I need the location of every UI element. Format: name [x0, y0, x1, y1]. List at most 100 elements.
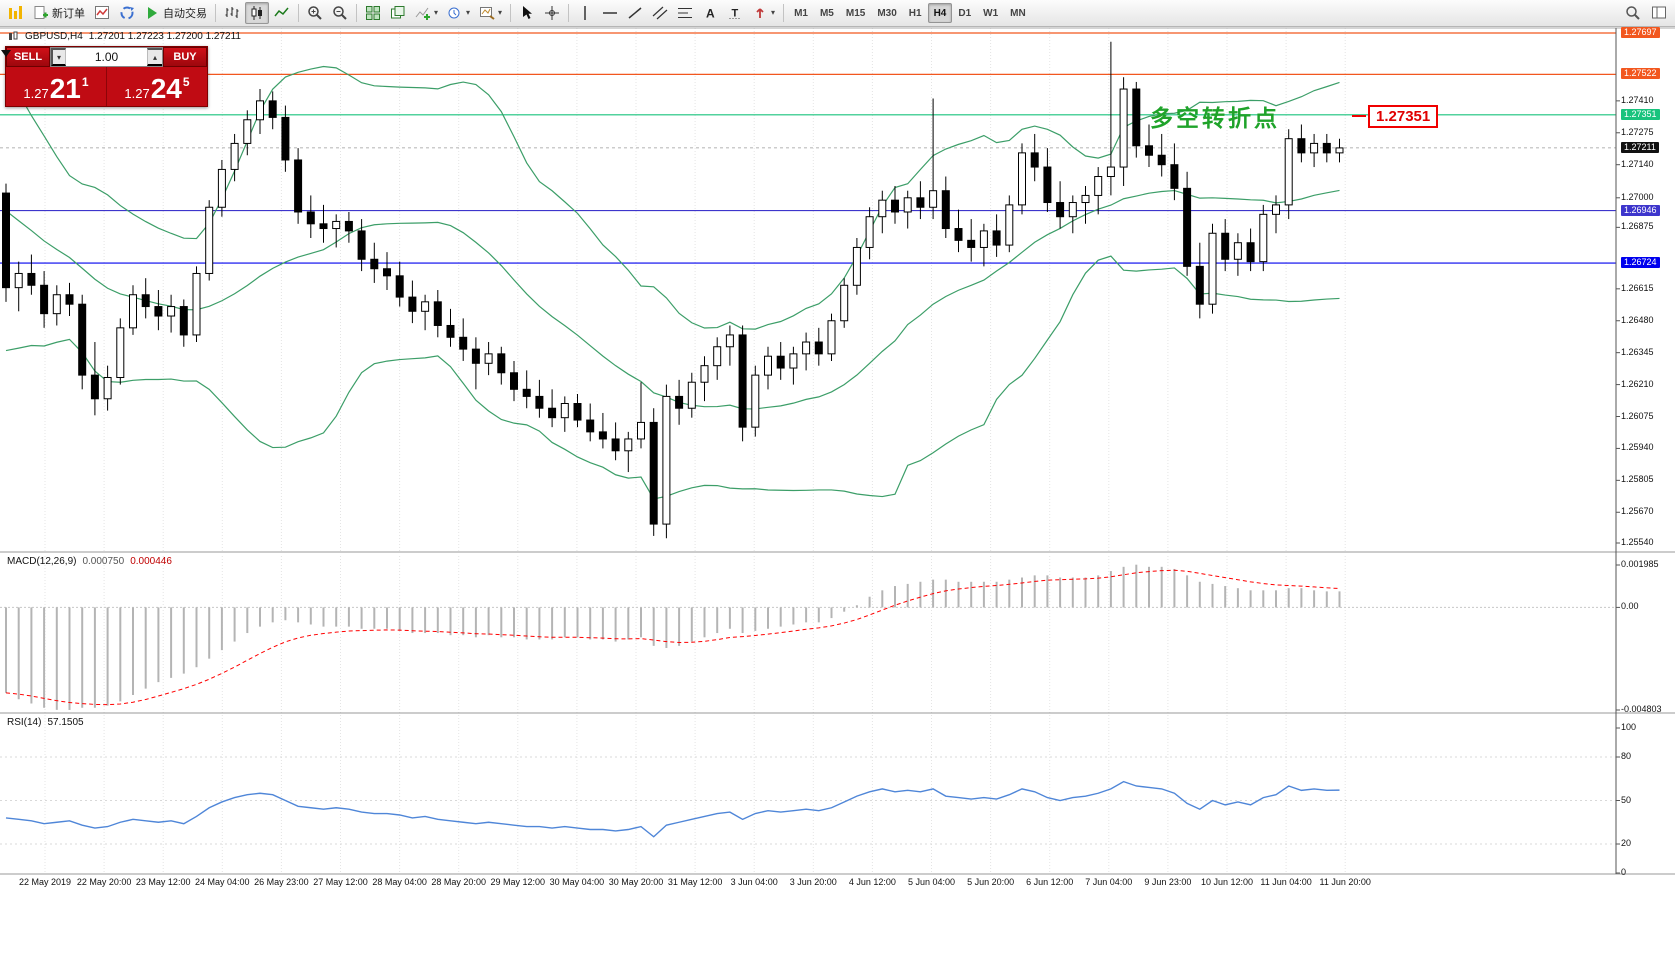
toolbar-separator	[298, 4, 299, 22]
timeframe-h1-button[interactable]: H1	[903, 3, 928, 23]
dropdown-caret-icon: ▾	[498, 8, 503, 17]
axis-label: 0.001985	[1621, 559, 1659, 569]
zoom-out-button[interactable]	[328, 2, 352, 24]
price-callout-box[interactable]: 1.27351	[1368, 105, 1439, 128]
turning-point-annotation[interactable]: 多空转折点	[1150, 105, 1280, 131]
axis-label: 1.25670	[1621, 506, 1654, 517]
refresh-button[interactable]	[115, 2, 139, 24]
main-toolbar: 新订单 自动交易 ▾ ▾ ▾	[0, 0, 1675, 27]
axis-label: 1.25940	[1621, 442, 1654, 453]
periods-dropdown-button[interactable]: ▾	[443, 2, 474, 24]
axis-label: 1.27000	[1621, 191, 1654, 202]
dropdown-caret-icon: ▾	[434, 8, 439, 17]
cascade-windows-button[interactable]	[386, 2, 410, 24]
crosshair-button[interactable]	[540, 2, 564, 24]
ask-prefix: 1.27	[124, 86, 150, 101]
price-axis-tag: 1.27211	[1621, 141, 1659, 153]
arrows-tool-button[interactable]: ▾	[748, 2, 779, 24]
tile-windows-icon	[366, 6, 380, 20]
new-order-button[interactable]: 新订单	[29, 2, 89, 24]
channel-tool-button[interactable]	[648, 2, 672, 24]
time-axis-label: 26 May 23:00	[254, 877, 309, 887]
channel-icon	[652, 6, 668, 20]
zoom-in-button[interactable]	[303, 2, 327, 24]
axis-label: 1.26210	[1621, 378, 1654, 389]
bar-chart-button[interactable]	[220, 2, 244, 24]
toolbar-separator	[510, 4, 512, 22]
time-axis-label: 30 May 20:00	[608, 877, 664, 887]
trendline-tool-button[interactable]	[623, 2, 647, 24]
horizontal-line-tool-button[interactable]	[598, 2, 622, 24]
time-axis-label: 30 May 04:00	[549, 877, 605, 887]
line-chart-icon	[274, 7, 289, 17]
auto-trading-button[interactable]: 自动交易	[140, 2, 211, 24]
timeframe-m30-button[interactable]: M30	[871, 3, 902, 23]
time-axis-label: 28 May 04:00	[372, 877, 427, 887]
candlestick-chart-button[interactable]	[245, 2, 269, 24]
vertical-line-tool-button[interactable]	[573, 2, 597, 24]
search-button[interactable]	[1621, 2, 1645, 24]
layout-button[interactable]	[1647, 2, 1671, 24]
time-axis-label: 23 May 12:00	[135, 877, 191, 887]
price-axis-tag: 1.27697	[1621, 27, 1660, 38]
timeframe-d1-button[interactable]: D1	[952, 3, 977, 23]
volume-decrease-button[interactable]: ▾	[51, 48, 66, 66]
buy-button[interactable]: BUY	[163, 47, 207, 67]
time-axis-label: 5 Jun 04:00	[907, 877, 956, 887]
cursor-button[interactable]	[515, 2, 539, 24]
axis-label: 1.25805	[1621, 474, 1654, 485]
timeframe-mn-button[interactable]: MN	[1004, 3, 1032, 23]
timeframe-w1-button[interactable]: W1	[977, 3, 1004, 23]
volume-input[interactable]: 1.00	[94, 50, 119, 64]
ohlc-values: 1.27201 1.27223 1.27200 1.27211	[88, 31, 241, 42]
text-icon: A	[706, 7, 715, 21]
axis-label: 20	[1621, 838, 1632, 848]
charts-button[interactable]	[90, 2, 114, 24]
time-axis-label: 9 Jun 23:00	[1144, 877, 1192, 887]
indicators-button[interactable]: ▾	[411, 2, 442, 24]
line-chart-button[interactable]	[270, 2, 294, 24]
clock-icon	[448, 7, 460, 19]
auto-trading-label: 自动交易	[163, 8, 207, 20]
cascade-windows-icon	[391, 6, 405, 19]
bid-pip-digit: 1	[81, 75, 89, 89]
tile-windows-button[interactable]	[361, 2, 385, 24]
timeframe-h4-button[interactable]: H4	[927, 3, 953, 24]
time-axis: 22 May 2019 22 May 20:00 23 May 12:00 24 Ma…	[0, 877, 1616, 891]
price-callout-pointer	[1352, 115, 1366, 117]
time-axis-label: 6 Jun 12:00	[1026, 877, 1074, 887]
sell-button[interactable]: SELL	[6, 47, 50, 67]
volume-increase-button[interactable]: ▴	[147, 48, 162, 66]
price-axis-tag: 1.26946	[1621, 204, 1660, 216]
fibonacci-tool-button[interactable]	[673, 2, 697, 24]
price-axis-tag: 1.27522	[1621, 68, 1660, 80]
ask-pip-digit: 5	[182, 75, 190, 89]
volume-stepper: ▾ 1.00 ▴	[50, 47, 163, 67]
time-axis-label: 31 May 12:00	[667, 877, 723, 887]
text-tool-button[interactable]: A	[698, 2, 722, 24]
toolbar-separator	[783, 4, 785, 22]
rsi-name: RSI(14)	[7, 717, 42, 728]
timeframe-m15-button[interactable]: M15	[840, 3, 871, 23]
time-axis-label: 22 May 20:00	[76, 877, 132, 887]
ask-price[interactable]: 1.27 24 5	[107, 67, 207, 106]
axis-label: 1.27410	[1621, 94, 1654, 105]
time-axis-label: 28 May 20:00	[431, 877, 486, 887]
time-axis-label: 5 Jun 20:00	[967, 877, 1015, 887]
macd-indicator-label: MACD(12,26,9) 0.000750 0.000446	[7, 556, 172, 567]
axis-label: -0.004803	[1621, 704, 1662, 714]
toolbar-separator	[568, 4, 570, 22]
bid-price[interactable]: 1.27 21 1	[6, 67, 107, 106]
timeframe-m1-button[interactable]: M1	[788, 3, 814, 23]
text-label-tool-button[interactable]: T	[723, 2, 747, 24]
quote-panel-collapse-arrow[interactable]	[1, 50, 11, 57]
app-logo-icon	[4, 2, 28, 24]
timeframe-m5-button[interactable]: M5	[814, 3, 840, 23]
time-axis-label: 22 May 2019	[18, 877, 72, 887]
templates-dropdown-button[interactable]: ▾	[475, 2, 506, 24]
time-axis-label: 3 Jun 04:00	[730, 877, 778, 887]
indicators-icon	[415, 7, 430, 20]
zoom-in-icon	[308, 6, 322, 20]
axis-label: 1.26480	[1621, 314, 1654, 325]
